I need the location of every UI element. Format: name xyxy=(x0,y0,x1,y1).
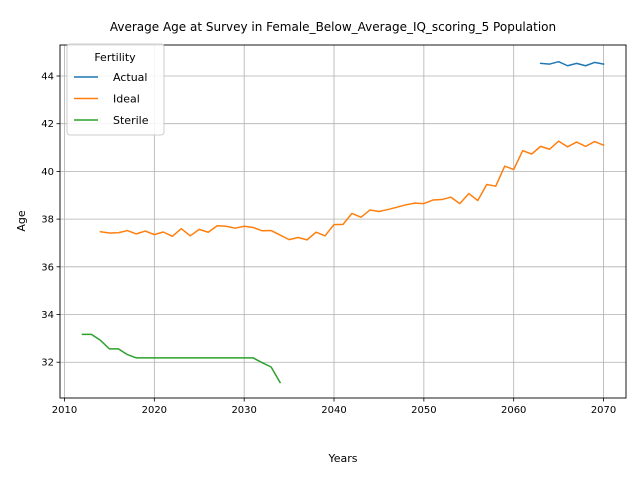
legend-title: Fertility xyxy=(94,51,136,64)
x-tick-label: 2040 xyxy=(321,405,346,416)
x-axis-label: Years xyxy=(327,452,357,465)
legend-box xyxy=(66,43,165,136)
y-tick-label: 38 xyxy=(41,215,54,226)
plot-frame xyxy=(59,44,627,399)
y-tick-label: 36 xyxy=(41,262,54,273)
x-tick-label: 2060 xyxy=(501,405,526,416)
y-tick-label: 42 xyxy=(41,119,54,130)
legend-label-ideal: Ideal xyxy=(113,93,140,106)
series-line-actual xyxy=(539,60,605,67)
y-tick-label: 44 xyxy=(41,72,54,83)
grid xyxy=(60,45,626,398)
series-lines xyxy=(81,60,605,384)
x-tick-label: 2010 xyxy=(52,405,77,416)
legend-label-sterile: Sterile xyxy=(113,114,149,127)
x-tick-label: 2070 xyxy=(591,405,616,416)
legend-items: Actual Ideal Sterile xyxy=(74,71,149,127)
legend-label-actual: Actual xyxy=(113,71,147,84)
series-line-ideal xyxy=(99,140,605,241)
chart-title: Average Age at Survey in Female_Below_Av… xyxy=(110,20,556,34)
axis-ticks: 2010 2020 2030 2040 2050 2060 2070 32 34 36 38 40 42… xyxy=(41,72,616,416)
x-tick-label: 2030 xyxy=(231,405,256,416)
x-tick-label: 2020 xyxy=(142,405,167,416)
y-tick-label: 34 xyxy=(41,310,54,321)
legend: Fertility Actual Ideal Sterile xyxy=(66,43,165,136)
y-tick-label: 32 xyxy=(41,358,54,369)
y-axis-label: Age xyxy=(15,210,28,232)
y-tick-label: 40 xyxy=(41,167,54,178)
x-tick-label: 2050 xyxy=(411,405,436,416)
series-line-sterile xyxy=(81,333,282,384)
